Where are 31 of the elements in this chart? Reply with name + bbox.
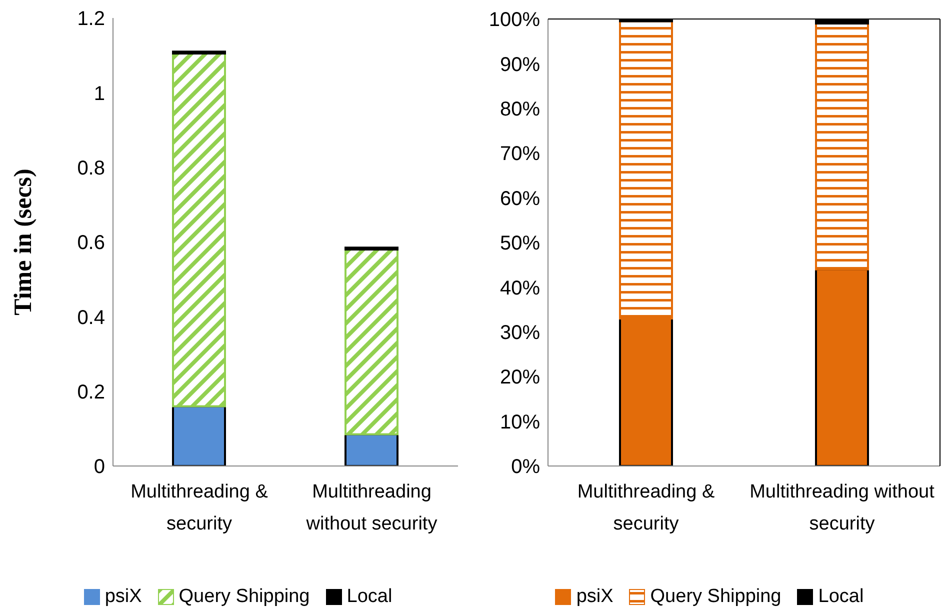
y-tick-label: 0.2 bbox=[77, 381, 105, 404]
y-tick-label: 100% bbox=[488, 9, 540, 32]
y-tick-label: 10% bbox=[500, 411, 540, 434]
legend-label: psiX bbox=[104, 586, 142, 608]
y-tick-label: 30% bbox=[500, 322, 540, 344]
y-tick-label: 40% bbox=[500, 277, 540, 300]
y-tick-label: 20% bbox=[500, 366, 540, 389]
y-tick-label: 60% bbox=[500, 188, 540, 210]
legend-label: Query Shipping bbox=[178, 586, 310, 608]
bar bbox=[344, 433, 398, 466]
legend-label: Query Shipping bbox=[649, 586, 782, 608]
x-tick-label: Multithreading & security bbox=[577, 481, 715, 534]
x-tick-label: Multithreading without security bbox=[305, 481, 438, 534]
y-tick-label: 0.8 bbox=[77, 157, 105, 180]
y-tick-label: 0% bbox=[511, 456, 540, 478]
legend-label: Local bbox=[346, 586, 392, 608]
y-tick-label: 80% bbox=[500, 98, 540, 120]
y-tick-label: 0.6 bbox=[77, 232, 105, 254]
y-tick-label: 90% bbox=[500, 54, 540, 76]
x-tick-label: Multithreading & security bbox=[130, 481, 268, 534]
y-axis-title: Time in (secs) bbox=[10, 168, 37, 316]
bar bbox=[172, 405, 226, 466]
y-tick-label: 1 bbox=[94, 82, 105, 105]
y-tick-label: 70% bbox=[500, 143, 540, 166]
legend-label: psiX bbox=[575, 586, 614, 608]
y-tick-label: 0.4 bbox=[77, 306, 105, 329]
y-tick-label: 50% bbox=[500, 232, 540, 255]
legend-label: Local bbox=[817, 586, 864, 608]
y-tick-label: 0 bbox=[94, 456, 105, 478]
x-tick-label: Multithreading without security bbox=[750, 481, 936, 534]
y-tick-label: 1.2 bbox=[77, 8, 105, 30]
